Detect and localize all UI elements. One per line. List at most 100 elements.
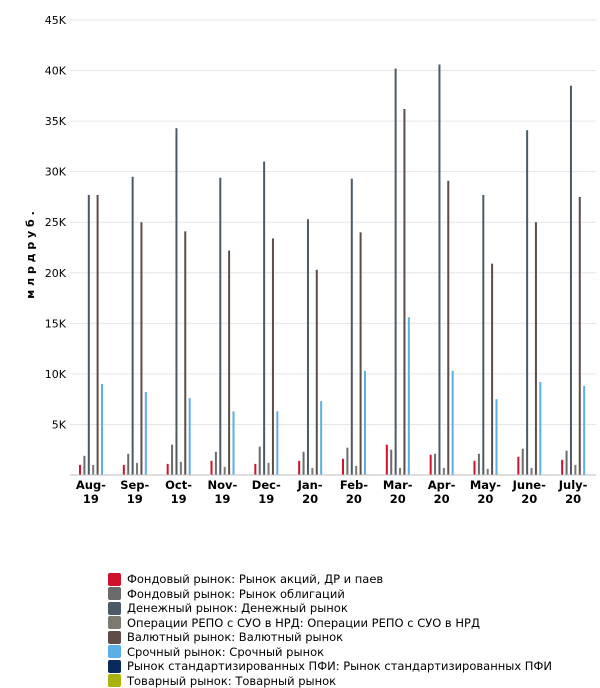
bar[interactable]	[495, 399, 498, 475]
bar[interactable]	[140, 222, 143, 475]
bar[interactable]	[390, 449, 393, 475]
bar[interactable]	[385, 444, 388, 475]
bar[interactable]	[438, 64, 441, 475]
bar[interactable]	[530, 467, 533, 475]
bar[interactable]	[228, 250, 231, 475]
x-tick-label: 19	[83, 492, 99, 506]
bar[interactable]	[101, 384, 103, 475]
legend-label: Фондовый рынок: Рынок акций, ДР и паев	[127, 572, 384, 586]
bar[interactable]	[477, 453, 480, 475]
bar[interactable]	[276, 411, 279, 475]
bar[interactable]	[447, 180, 450, 475]
bar[interactable]	[491, 263, 494, 475]
bar[interactable]	[184, 231, 187, 475]
x-tick-label: July-	[558, 478, 588, 492]
legend-item[interactable]: Операции РЕПО с СУО в НРД: Операции РЕПО…	[108, 616, 588, 630]
bar[interactable]	[267, 462, 270, 475]
legend-item[interactable]: Валютный рынок: Валютный рынок	[108, 630, 588, 644]
x-tick-label: 20	[390, 492, 406, 506]
y-tick-label: 45K	[45, 14, 67, 27]
bar[interactable]	[306, 219, 309, 475]
bars	[79, 64, 586, 476]
bar[interactable]	[473, 460, 476, 475]
bar[interactable]	[298, 460, 301, 475]
x-tick-label: 19	[258, 492, 274, 506]
bar[interactable]	[79, 464, 81, 475]
legend-item[interactable]: Товарный рынок: Товарный рынок	[108, 674, 588, 688]
bar[interactable]	[171, 444, 174, 475]
bar[interactable]	[569, 85, 572, 475]
x-tick-label: Apr-	[428, 478, 456, 492]
bar[interactable]	[136, 462, 139, 475]
grid-lines	[70, 19, 596, 425]
bar[interactable]	[144, 392, 147, 475]
legend-item[interactable]: Фондовый рынок: Рынок облигаций	[108, 587, 588, 601]
legend-swatch	[108, 616, 121, 629]
y-tick-label: 20K	[45, 267, 67, 280]
bar[interactable]	[482, 194, 485, 475]
bar[interactable]	[131, 176, 134, 475]
bar[interactable]	[87, 194, 90, 475]
bar[interactable]	[210, 460, 213, 475]
bar[interactable]	[219, 177, 222, 475]
bar[interactable]	[403, 108, 406, 475]
bar[interactable]	[92, 464, 95, 475]
x-tick-label: 20	[521, 492, 537, 506]
bar[interactable]	[407, 317, 410, 475]
bar[interactable]	[122, 464, 125, 475]
legend-label: Валютный рынок: Валютный рынок	[127, 630, 344, 644]
bar[interactable]	[188, 398, 191, 475]
bar[interactable]	[315, 269, 318, 475]
y-axis-label: м л р д р у б .	[24, 211, 37, 299]
x-tick-label: June-	[512, 478, 546, 492]
bar[interactable]	[517, 456, 520, 475]
bar[interactable]	[166, 463, 169, 475]
bar[interactable]	[175, 128, 178, 475]
x-tick-label: Aug-	[76, 478, 106, 492]
legend-swatch	[108, 630, 121, 644]
bar[interactable]	[311, 467, 314, 475]
bar[interactable]	[127, 453, 130, 475]
bar[interactable]	[574, 464, 577, 475]
bar[interactable]	[561, 459, 564, 475]
legend-item[interactable]: Фондовый рынок: Рынок акций, ДР и паев	[108, 572, 588, 586]
legend-swatch	[108, 587, 121, 600]
bar[interactable]	[578, 196, 581, 475]
bar[interactable]	[359, 232, 362, 475]
bar[interactable]	[179, 461, 182, 475]
bar[interactable]	[429, 454, 432, 475]
bar[interactable]	[83, 455, 86, 475]
bar[interactable]	[364, 370, 366, 475]
bar[interactable]	[583, 386, 586, 475]
legend-item[interactable]: Денежный рынок: Денежный рынок	[108, 601, 588, 615]
bar[interactable]	[434, 453, 437, 475]
bar[interactable]	[534, 222, 537, 475]
bar[interactable]	[302, 451, 305, 475]
bar[interactable]	[320, 401, 323, 475]
bar[interactable]	[271, 238, 274, 475]
bar[interactable]	[539, 381, 542, 475]
legend-item[interactable]: Срочный рынок: Срочный рынок	[108, 645, 588, 659]
y-tick-label: 25K	[45, 216, 67, 229]
bar[interactable]	[565, 450, 568, 475]
bar[interactable]	[342, 458, 344, 475]
bar[interactable]	[394, 68, 397, 476]
bar[interactable]	[521, 448, 524, 475]
bar[interactable]	[258, 446, 261, 475]
bar[interactable]	[526, 130, 529, 475]
bar[interactable]	[451, 370, 454, 475]
bar[interactable]	[399, 467, 402, 475]
bar[interactable]	[486, 468, 489, 475]
bar[interactable]	[263, 161, 266, 476]
bar[interactable]	[223, 466, 226, 475]
bar[interactable]	[346, 447, 349, 475]
bar[interactable]	[355, 465, 358, 475]
x-tick-label: Dec-	[252, 478, 281, 492]
bar[interactable]	[214, 451, 217, 475]
bar[interactable]	[232, 411, 235, 475]
bar[interactable]	[442, 467, 445, 475]
bar[interactable]	[350, 178, 353, 475]
bar[interactable]	[96, 194, 99, 475]
bar[interactable]	[254, 463, 257, 475]
legend-item[interactable]: Рынок стандартизированных ПФИ: Рынок ста…	[108, 659, 588, 673]
